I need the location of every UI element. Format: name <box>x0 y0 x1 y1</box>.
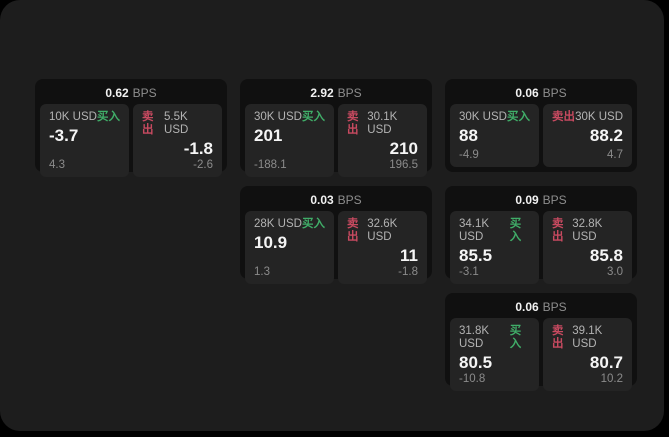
buy-tag: 买入 <box>507 111 530 123</box>
sell-tag: 卖出 <box>552 111 575 123</box>
buy-sub-value: 4.3 <box>49 159 65 171</box>
sell-amount: 30.1K USD <box>367 111 398 136</box>
buy-tag: 买入 <box>509 218 522 243</box>
card-header: 2.92 BPS <box>245 84 427 102</box>
buy-amount: 10K USD <box>49 111 97 123</box>
buy-tile[interactable]: 31.8K USD 买入 80.5 -10.8 <box>450 318 539 391</box>
quote-card: 2.92 BPS 30K USD 买入 201 -188.1 卖出 30.1K … <box>240 79 432 177</box>
quote-card: 0.62 BPS 10K USD 买入 -3.7 4.3 卖出 5.5K USD… <box>35 79 227 177</box>
buy-sub-value: -3.1 <box>459 266 479 278</box>
bps-value: 2.92 <box>310 86 334 100</box>
sell-sub-value: 3.0 <box>607 266 623 278</box>
buy-amount: 28K USD <box>254 218 302 230</box>
buy-tile[interactable]: 28K USD 买入 10.9 1.3 <box>245 211 334 284</box>
sell-tag: 卖出 <box>552 218 564 243</box>
bps-unit: BPS <box>542 300 567 314</box>
buy-amount: 30K USD <box>254 111 302 123</box>
buy-price: 85.5 <box>459 246 493 265</box>
bps-value: 0.06 <box>515 300 539 314</box>
sell-sub-value: -2.6 <box>193 159 213 171</box>
buy-price: 10.9 <box>254 233 288 252</box>
buy-tile[interactable]: 10K USD 买入 -3.7 4.3 <box>40 104 129 177</box>
buy-tile[interactable]: 34.1K USD 买入 85.5 -3.1 <box>450 211 539 284</box>
quote-card: 0.09 BPS 34.1K USD 买入 85.5 -3.1 卖出 32.8K… <box>445 186 637 284</box>
buy-sub-value: -10.8 <box>459 373 486 385</box>
sell-amount: 39.1K USD <box>572 325 603 350</box>
sell-tag: 卖出 <box>552 325 564 350</box>
buy-sub-value: -188.1 <box>254 159 287 171</box>
buy-tag: 买入 <box>97 111 120 123</box>
buy-tag: 买入 <box>302 218 325 230</box>
sell-sub-value: 4.7 <box>607 149 623 161</box>
sell-price: 11 <box>400 246 418 265</box>
bps-unit: BPS <box>132 86 157 100</box>
card-header: 0.09 BPS <box>450 191 632 209</box>
bps-unit: BPS <box>542 86 567 100</box>
buy-amount: 31.8K USD <box>459 325 490 350</box>
sell-tag: 卖出 <box>347 218 359 243</box>
quote-card: 0.06 BPS 31.8K USD 买入 80.5 -10.8 卖出 39.1… <box>445 293 637 391</box>
sell-amount: 32.8K USD <box>572 218 603 243</box>
sell-tile[interactable]: 卖出 30.1K USD 210 196.5 <box>338 104 427 177</box>
sell-tile[interactable]: 卖出 30K USD 88.2 4.7 <box>543 104 632 167</box>
bps-value: 0.06 <box>515 86 539 100</box>
quote-card: 0.03 BPS 28K USD 买入 10.9 1.3 卖出 32.6K US… <box>240 186 432 284</box>
sell-amount: 30K USD <box>575 111 623 123</box>
sell-tile[interactable]: 卖出 32.8K USD 85.8 3.0 <box>543 211 632 284</box>
sell-amount: 5.5K USD <box>164 111 189 136</box>
card-header: 0.62 BPS <box>40 84 222 102</box>
card-header: 0.03 BPS <box>245 191 427 209</box>
buy-price: -3.7 <box>49 126 79 145</box>
sell-price: 80.7 <box>589 353 623 372</box>
quote-card: 0.06 BPS 30K USD 买入 88 -4.9 卖出 30K USD 8… <box>445 79 637 172</box>
sell-sub-value: 10.2 <box>600 373 623 385</box>
buy-tag: 买入 <box>509 325 522 350</box>
sell-tile[interactable]: 卖出 39.1K USD 80.7 10.2 <box>543 318 632 391</box>
buy-price: 88 <box>459 126 478 145</box>
buy-tile[interactable]: 30K USD 买入 88 -4.9 <box>450 104 539 167</box>
card-header: 0.06 BPS <box>450 84 632 102</box>
buy-sub-value: -4.9 <box>459 149 479 161</box>
sell-tile[interactable]: 卖出 5.5K USD -1.8 -2.6 <box>133 104 222 177</box>
bps-value: 0.09 <box>515 193 539 207</box>
sell-price: -1.8 <box>183 139 213 158</box>
buy-tag: 买入 <box>302 111 325 123</box>
sell-price: 210 <box>389 139 418 158</box>
bps-value: 0.62 <box>105 86 129 100</box>
sell-sub-value: 196.5 <box>389 159 418 171</box>
sell-tile[interactable]: 卖出 32.6K USD 11 -1.8 <box>338 211 427 284</box>
buy-tile[interactable]: 30K USD 买入 201 -188.1 <box>245 104 334 177</box>
buy-sub-value: 1.3 <box>254 266 270 278</box>
bps-value: 0.03 <box>310 193 334 207</box>
buy-amount: 30K USD <box>459 111 507 123</box>
sell-amount: 32.6K USD <box>367 218 398 243</box>
sell-price: 88.2 <box>589 126 623 145</box>
sell-tag: 卖出 <box>142 111 154 136</box>
sell-sub-value: -1.8 <box>398 266 418 278</box>
sell-price: 85.8 <box>589 246 623 265</box>
buy-amount: 34.1K USD <box>459 218 490 243</box>
buy-price: 80.5 <box>459 353 493 372</box>
bps-unit: BPS <box>337 193 362 207</box>
sell-tag: 卖出 <box>347 111 359 136</box>
bps-unit: BPS <box>542 193 567 207</box>
buy-price: 201 <box>254 126 283 145</box>
bps-unit: BPS <box>337 86 362 100</box>
card-header: 0.06 BPS <box>450 298 632 316</box>
